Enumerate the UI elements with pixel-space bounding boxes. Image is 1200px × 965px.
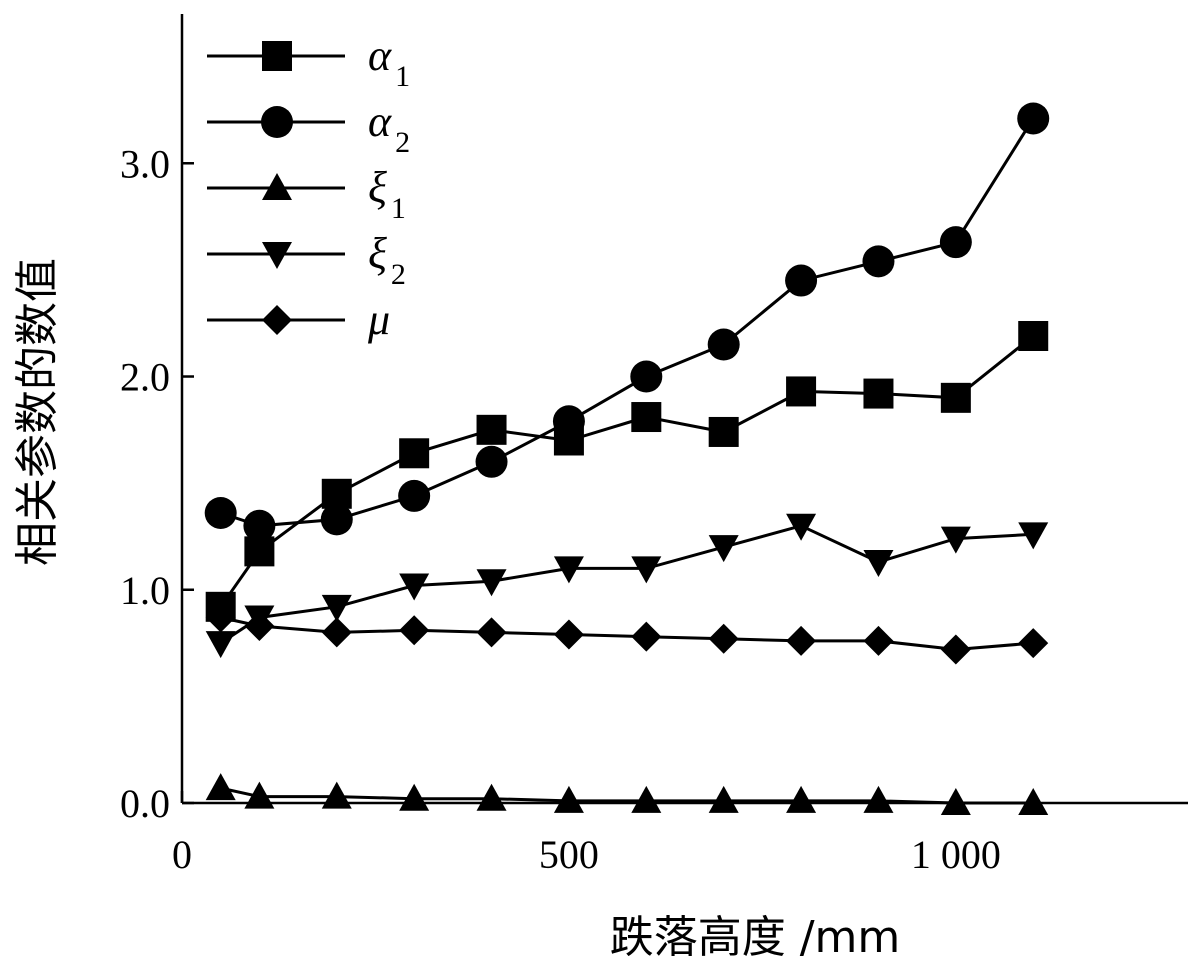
y-tick-label: 1.0 (120, 568, 170, 613)
legend-marker (262, 173, 292, 200)
data-point (243, 509, 276, 542)
legend-marker (262, 305, 292, 335)
data-point (399, 438, 430, 469)
legend-marker (261, 106, 293, 138)
data-point (399, 615, 430, 646)
data-point (476, 617, 507, 648)
data-point (553, 785, 584, 813)
series-diamond (205, 602, 1049, 665)
series-line (219, 334, 1035, 608)
data-point (1017, 102, 1050, 135)
data-point (940, 634, 971, 665)
y-tick-label: 3.0 (120, 141, 170, 186)
data-point (708, 535, 739, 563)
data-point (204, 496, 237, 529)
data-point (320, 503, 353, 536)
y-tick-label: 2.0 (120, 355, 170, 400)
data-point (863, 550, 894, 578)
x-tick-label: 1 000 (911, 832, 1001, 877)
data-point (553, 619, 584, 650)
data-point (940, 526, 971, 554)
data-point (786, 513, 817, 541)
data-point (708, 416, 739, 447)
data-point (476, 783, 507, 811)
data-point (1018, 522, 1049, 550)
legend: α 1α 2ξ 1ξ 2μ (207, 31, 410, 344)
legend-label: μ (367, 295, 390, 344)
series-triangle-up (205, 773, 1049, 815)
data-point (321, 594, 352, 622)
data-point (862, 245, 895, 278)
series-triangle-down (205, 513, 1049, 659)
data-point (786, 785, 817, 813)
data-point (205, 602, 236, 633)
data-point (321, 781, 352, 809)
data-point (321, 617, 352, 648)
series-circle (204, 102, 1050, 542)
data-point (1018, 788, 1049, 815)
data-point (553, 556, 584, 584)
data-point (631, 556, 662, 584)
x-axis-label: 跌落高度 /mm (610, 912, 901, 963)
data-point (475, 445, 508, 478)
series-line (219, 524, 1034, 645)
data-point (708, 785, 739, 813)
data-point (205, 773, 236, 801)
x-tick-label: 0 (172, 832, 192, 877)
data-point (863, 785, 894, 813)
data-point (631, 621, 662, 652)
legend-marker (262, 242, 292, 269)
data-point (708, 623, 739, 654)
series-square (205, 320, 1049, 622)
y-tick-label: 0.0 (120, 781, 170, 826)
data-point (476, 414, 507, 445)
data-point (785, 264, 818, 297)
data-point (244, 781, 275, 809)
data-point (631, 402, 662, 433)
legend-item: μ (207, 295, 390, 344)
data-point (1018, 320, 1049, 351)
data-point (476, 569, 507, 597)
data-point (940, 382, 971, 413)
data-point (786, 625, 817, 656)
series-line (220, 786, 1034, 805)
data-point (939, 226, 972, 259)
data-point (786, 376, 817, 407)
legend-marker (262, 41, 292, 71)
data-point (863, 625, 894, 656)
data-point (399, 783, 430, 811)
data-point (399, 573, 430, 601)
data-point (630, 360, 663, 393)
data-point (1018, 628, 1049, 659)
data-point (940, 788, 971, 815)
data-point (244, 611, 275, 642)
x-tick-label: 500 (539, 832, 599, 877)
data-point (631, 785, 662, 813)
series-line (220, 117, 1035, 528)
y-axis-label: 相关参数的数值 (12, 258, 63, 566)
data-point (552, 405, 585, 438)
series-layer (204, 102, 1050, 815)
y-ticks: 0.0 1.0 2.0 3.0 (120, 141, 194, 826)
data-point (863, 378, 894, 409)
data-point (398, 479, 431, 512)
data-point (707, 328, 740, 361)
data-point (205, 631, 236, 659)
